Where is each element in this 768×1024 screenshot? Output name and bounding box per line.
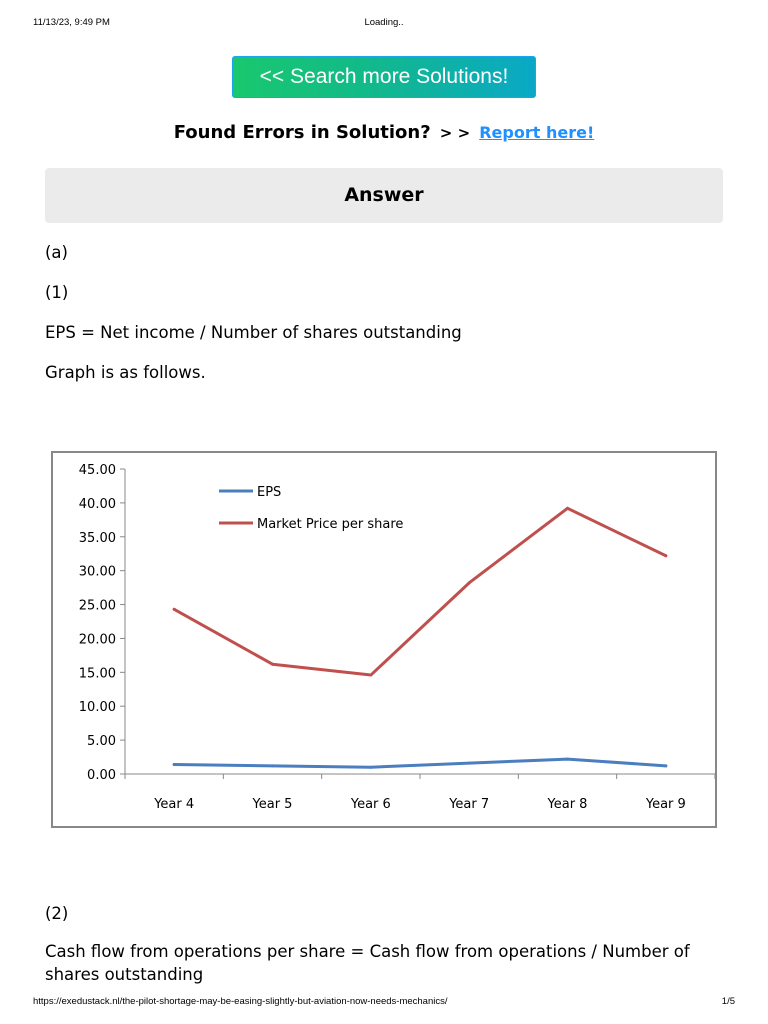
data-point	[271, 662, 274, 666]
eps-market-price-chart: 0.00 5.00 10.00 15.00 20.00 25.00 30.00 35.00 40…	[51, 451, 717, 828]
legend-label: Market Price per share	[257, 517, 403, 532]
eps-formula: EPS = Net income / Number of shares outs…	[45, 323, 462, 342]
print-footer: https://exedustack.nl/the-pilot-shortage…	[0, 996, 768, 1010]
item-1-label: (1)	[45, 283, 69, 302]
part-a-label: (a)	[45, 243, 68, 262]
legend-label: EPS	[257, 485, 281, 500]
data-point	[467, 581, 471, 585]
print-url: https://exedustack.nl/the-pilot-shortage…	[33, 996, 448, 1007]
y-tick-label: 25.00	[79, 599, 116, 614]
chart-svg: 0.00 5.00 10.00 15.00 20.00 25.00 30.00 35.00 40…	[79, 463, 715, 812]
report-errors-line: Found Errors in Solution? > > Report her…	[0, 122, 768, 143]
x-tick-label: Year 7	[448, 797, 489, 812]
print-datetime: 11/13/23, 9:49 PM	[33, 17, 110, 28]
y-tick-label: 45.00	[79, 463, 116, 478]
data-point	[369, 765, 373, 769]
y-tick-label: 40.00	[79, 497, 116, 512]
data-point	[271, 764, 274, 768]
search-more-solutions-button[interactable]: << Search more Solutions!	[232, 56, 536, 98]
print-page-number: 1/5	[721, 996, 735, 1007]
x-tick-label: Year 6	[350, 797, 391, 812]
print-page-title: Loading..	[364, 17, 404, 28]
answer-heading: Answer	[45, 168, 723, 223]
series-line-market-price	[172, 506, 668, 677]
x-tick-label: Year 9	[645, 797, 686, 812]
y-tick-label: 0.00	[87, 768, 116, 783]
x-tick-label: Year 5	[252, 797, 293, 812]
y-tick-label: 35.00	[79, 531, 116, 546]
print-header: 11/13/23, 9:49 PM Loading..	[0, 17, 768, 31]
y-tick-label: 30.00	[79, 565, 116, 580]
y-tick-label: 15.00	[79, 666, 116, 681]
y-tick-label: 20.00	[79, 632, 116, 647]
report-here-link[interactable]: Report here!	[479, 123, 595, 142]
x-tick-label: Year 4	[153, 797, 194, 812]
data-point	[467, 761, 471, 765]
data-point	[369, 673, 373, 677]
series-line-eps	[172, 757, 668, 769]
data-point	[566, 506, 569, 510]
data-point	[664, 764, 668, 768]
data-point	[664, 554, 668, 558]
data-point	[566, 757, 569, 761]
y-tick-label: 5.00	[87, 734, 116, 749]
y-tick-label: 10.00	[79, 700, 116, 715]
cfo-formula: Cash flow from operations per share = Ca…	[45, 942, 690, 984]
item-2-label: (2)	[45, 904, 69, 923]
x-tick-label: Year 8	[547, 797, 588, 812]
errors-question: Found Errors in Solution?	[173, 122, 431, 143]
data-point	[172, 763, 176, 767]
errors-arrows: > >	[439, 124, 471, 142]
graph-intro: Graph is as follows.	[45, 363, 206, 382]
data-point	[172, 607, 176, 611]
